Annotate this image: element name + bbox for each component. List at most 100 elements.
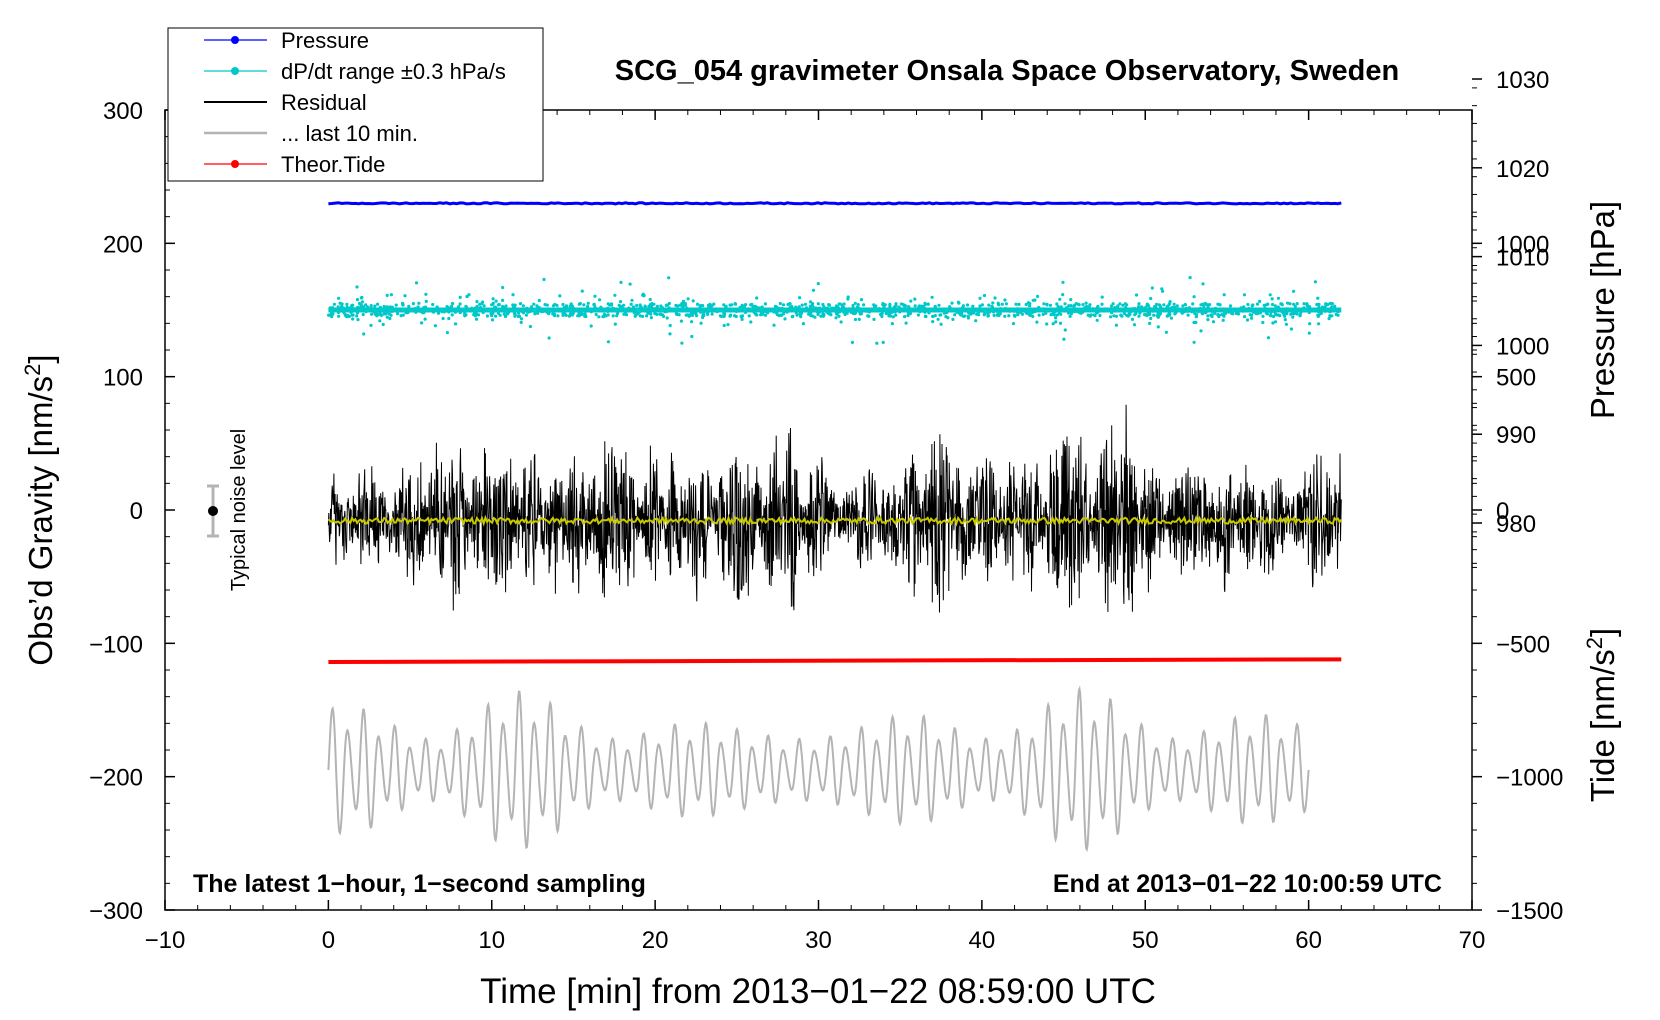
tide-tick-label: 500 — [1496, 365, 1536, 392]
dpdt-point — [360, 300, 364, 304]
dpdt-point — [1295, 312, 1299, 316]
dpdt-point — [780, 306, 784, 310]
dpdt-point — [1138, 311, 1142, 315]
pressure-tick-label: 1020 — [1496, 156, 1549, 183]
dpdt-point — [822, 305, 826, 309]
dpdt-point — [476, 313, 481, 317]
dpdt-point — [491, 311, 495, 315]
x-axis-label: Time [min] from 2013−01−22 08:59:00 UTC — [480, 972, 1156, 1011]
x-tick-label: 70 — [1459, 927, 1486, 954]
dpdt-point — [1329, 308, 1333, 312]
dpdt-point — [859, 298, 864, 302]
dpdt-point — [782, 312, 786, 316]
residual-smoothed-line — [327, 514, 1343, 527]
dpdt-point — [959, 313, 964, 317]
dpdt-point — [881, 340, 885, 344]
dpdt-point — [390, 309, 394, 314]
dpdt-point — [403, 294, 407, 298]
dpdt-point — [1125, 308, 1130, 312]
dpdt-point — [1288, 302, 1292, 306]
dpdt-point — [504, 304, 508, 308]
dpdt-point — [545, 303, 549, 307]
dpdt-point — [619, 304, 623, 309]
x-tick-label: 40 — [969, 927, 996, 954]
dpdt-point — [722, 323, 726, 328]
dpdt-point — [775, 305, 779, 309]
dpdt-point — [724, 304, 728, 308]
dpdt-point — [1293, 304, 1297, 308]
dpdt-point — [781, 303, 786, 307]
dpdt-point — [385, 305, 389, 309]
dpdt-point — [837, 314, 841, 318]
dpdt-point — [1148, 306, 1152, 311]
dpdt-point — [542, 309, 546, 313]
dpdt-point — [1328, 314, 1332, 318]
dpdt-point — [933, 305, 937, 309]
dpdt-point — [730, 303, 734, 307]
dpdt-point — [863, 309, 867, 313]
dpdt-point — [1258, 299, 1262, 303]
dpdt-point — [851, 306, 855, 310]
dpdt-point — [494, 299, 498, 303]
dpdt-point — [816, 312, 820, 317]
dpdt-point — [1110, 311, 1114, 315]
dpdt-point — [1192, 295, 1196, 299]
dpdt-point — [370, 312, 374, 316]
dpdt-point — [527, 307, 532, 311]
dpdt-point — [602, 309, 606, 313]
dpdt-point — [520, 317, 524, 321]
dpdt-point — [611, 314, 615, 318]
dpdt-point — [977, 310, 981, 314]
dpdt-point — [834, 316, 838, 320]
dpdt-point — [1315, 302, 1319, 307]
dpdt-point — [772, 310, 776, 314]
dpdt-point — [593, 308, 597, 312]
dpdt-point — [655, 312, 659, 316]
dpdt-point — [909, 299, 913, 303]
dpdt-point — [650, 302, 654, 306]
dpdt-point — [1186, 313, 1190, 317]
dpdt-point — [1145, 304, 1149, 308]
dpdt-point — [957, 301, 961, 305]
dpdt-point — [900, 307, 904, 311]
dpdt-point — [388, 316, 392, 321]
legend-last10-label: ... last 10 min. — [281, 121, 418, 146]
noise-center-dot — [208, 506, 218, 516]
dpdt-point — [1069, 298, 1073, 302]
dpdt-point — [1037, 306, 1041, 310]
dpdt-point — [1149, 296, 1153, 301]
dpdt-point — [846, 295, 850, 299]
dpdt-point — [1031, 298, 1035, 302]
dpdt-point — [903, 315, 907, 319]
dpdt-point — [933, 314, 937, 318]
pressure-tick-label: 1030 — [1496, 67, 1549, 94]
dpdt-point — [1004, 302, 1009, 306]
legend-pressure-dot — [231, 36, 239, 44]
dpdt-point — [993, 296, 997, 300]
dpdt-point — [821, 314, 826, 318]
dpdt-point — [1295, 302, 1299, 306]
dpdt-point — [1247, 306, 1251, 311]
dpdt-point — [1099, 309, 1103, 313]
dpdt-point — [547, 310, 552, 314]
dpdt-point — [853, 311, 858, 315]
dpdt-point — [1263, 303, 1267, 307]
dpdt-point — [943, 307, 947, 311]
dpdt-point — [706, 312, 710, 316]
dpdt-point — [388, 305, 392, 309]
dpdt-point — [705, 309, 709, 313]
dpdt-point — [1036, 294, 1040, 298]
dpdt-point — [753, 304, 758, 308]
dpdt-point — [862, 303, 866, 307]
dpdt-point — [648, 297, 652, 302]
dpdt-point — [835, 312, 839, 316]
legend-pressure-label: Pressure — [281, 28, 369, 53]
dpdt-point — [720, 309, 724, 313]
dpdt-point — [791, 314, 795, 318]
dpdt-point — [385, 315, 389, 319]
dpdt-point — [1308, 322, 1312, 326]
dpdt-point — [792, 309, 796, 313]
dpdt-point — [1284, 322, 1288, 326]
dpdt-point — [1132, 323, 1137, 327]
dpdt-point — [907, 305, 911, 309]
